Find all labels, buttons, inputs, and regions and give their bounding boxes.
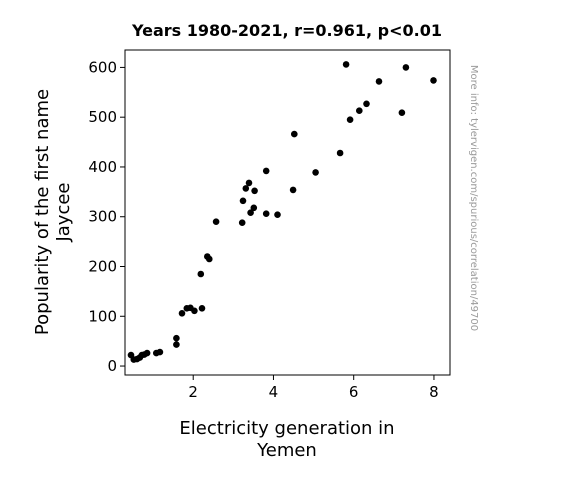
y-axis-label-line1: Popularity of the first name bbox=[32, 89, 53, 335]
data-point-18 bbox=[206, 255, 213, 263]
data-points bbox=[127, 61, 437, 363]
data-point-6 bbox=[143, 349, 151, 357]
y-tick-label-2: 200 bbox=[88, 258, 117, 276]
x-axis-label-line1: Electricity generation in bbox=[179, 418, 394, 439]
data-point-21 bbox=[239, 197, 247, 205]
data-point-31 bbox=[291, 130, 298, 138]
data-point-37 bbox=[363, 100, 370, 108]
data-point-35 bbox=[346, 116, 354, 123]
data-point-33 bbox=[336, 149, 344, 157]
data-point-28 bbox=[262, 210, 270, 217]
y-axis-label-line2: Jaycee bbox=[53, 182, 74, 242]
data-point-27 bbox=[262, 167, 270, 175]
y-tick-label-6: 600 bbox=[88, 58, 117, 76]
data-point-8 bbox=[156, 348, 164, 356]
y-axis-ticks: 0 100 200 300 400 500 600 bbox=[88, 58, 125, 375]
data-point-11 bbox=[178, 310, 186, 317]
plot-frame bbox=[124, 49, 451, 376]
watermark-text: More info: tylervigen.com/spurious/corre… bbox=[468, 65, 479, 331]
data-point-19 bbox=[212, 218, 220, 225]
x-tick-label-1: 4 bbox=[269, 383, 279, 401]
data-point-26 bbox=[251, 187, 258, 195]
data-point-23 bbox=[245, 179, 253, 187]
y-tick-label-3: 300 bbox=[88, 208, 117, 226]
data-point-24 bbox=[247, 209, 254, 216]
data-point-34 bbox=[342, 61, 350, 68]
data-point-29 bbox=[274, 211, 281, 218]
data-point-30 bbox=[289, 186, 297, 194]
x-axis-label-line2: Yemen bbox=[256, 440, 317, 461]
data-point-10 bbox=[173, 334, 180, 342]
data-point-39 bbox=[398, 109, 406, 116]
y-tick-label-0: 0 bbox=[107, 357, 117, 375]
y-tick-label-1: 100 bbox=[88, 307, 117, 325]
data-point-41 bbox=[430, 77, 437, 84]
data-point-36 bbox=[356, 107, 363, 114]
x-tick-label-0: 2 bbox=[188, 383, 198, 401]
x-tick-label-3: 8 bbox=[429, 383, 439, 401]
y-tick-label-5: 500 bbox=[88, 108, 117, 126]
data-point-14 bbox=[191, 307, 198, 315]
data-point-25 bbox=[250, 204, 258, 212]
data-point-22 bbox=[242, 185, 250, 192]
data-point-38 bbox=[375, 78, 383, 85]
data-point-16 bbox=[197, 270, 205, 278]
chart-title: Years 1980-2021, r=0.961, p<0.01 bbox=[131, 21, 442, 40]
y-tick-label-4: 400 bbox=[88, 158, 117, 176]
data-point-15 bbox=[198, 305, 206, 312]
x-axis-ticks: 2 4 6 8 bbox=[188, 375, 439, 401]
data-point-32 bbox=[312, 169, 319, 176]
data-point-9 bbox=[173, 341, 180, 348]
data-point-20 bbox=[238, 219, 246, 226]
data-point-40 bbox=[402, 64, 410, 71]
x-tick-label-2: 6 bbox=[349, 383, 359, 401]
